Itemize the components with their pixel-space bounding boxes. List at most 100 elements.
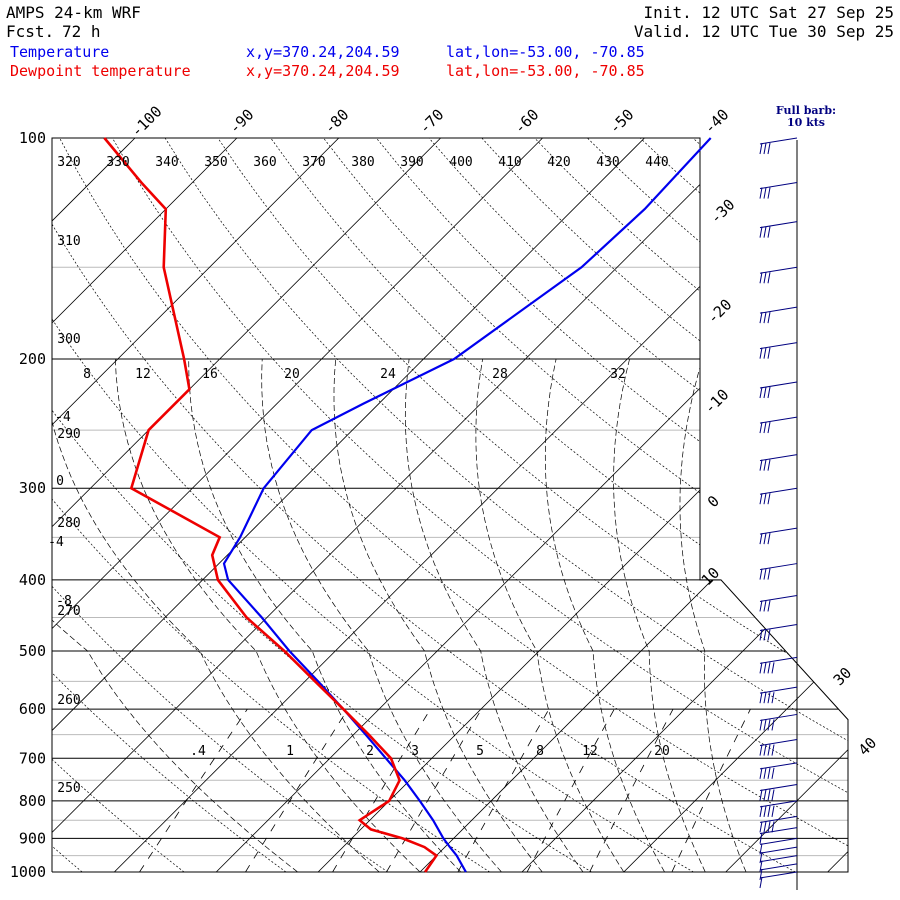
thetae-label: 16 bbox=[202, 367, 218, 382]
mixing-ratio-label: 12 bbox=[582, 744, 598, 759]
pressure-tick-label: 900 bbox=[19, 829, 46, 847]
dewpoint-legend-label: Dewpoint temperature bbox=[10, 62, 191, 80]
header: AMPS 24-km WRF Fcst. 72 h Init. 12 UTC S… bbox=[6, 3, 894, 129]
wind-barb bbox=[759, 784, 798, 801]
barb-note-line1: Full barb: bbox=[776, 104, 836, 117]
wind-barb bbox=[759, 266, 798, 284]
pressure-tick-label: 500 bbox=[19, 642, 46, 660]
plot-frame bbox=[51, 137, 849, 873]
thetae-label: 8 bbox=[83, 367, 91, 382]
wind-barb bbox=[759, 837, 798, 855]
mixing-ratio-label: 20 bbox=[654, 744, 670, 759]
dewpoint-xy: x,y=370.24,204.59 bbox=[246, 62, 400, 80]
mixing-ratio-label: 5 bbox=[476, 744, 484, 759]
wind-barb bbox=[759, 182, 798, 199]
dry-adiabat-line bbox=[798, 138, 848, 872]
isotherm-line bbox=[52, 138, 543, 872]
mixing-ratio-line bbox=[245, 708, 349, 872]
temperature-latlon: lat,lon=-53.00, -70.85 bbox=[446, 43, 645, 61]
theta-side-label: 290 bbox=[57, 427, 80, 442]
isotherm-top-label: -100 bbox=[127, 102, 165, 140]
plot-area bbox=[51, 137, 849, 890]
wind-barb bbox=[759, 739, 798, 756]
dewpoint-line bbox=[103, 137, 439, 873]
mixing-ratio-label: .4 bbox=[190, 744, 206, 759]
theta-top-label: 350 bbox=[204, 155, 227, 170]
wind-barb bbox=[759, 381, 798, 399]
pressure-tick-label: 800 bbox=[19, 792, 46, 810]
wind-barb bbox=[759, 221, 798, 238]
mixing-ratio-line bbox=[332, 708, 431, 872]
moist-adiabat-line bbox=[261, 358, 502, 872]
moist-adiabat-left-label: -4 bbox=[55, 410, 71, 425]
mixing-ratio-label: 2 bbox=[366, 744, 374, 759]
theta-top-label: 430 bbox=[596, 155, 619, 170]
dry-adiabat-line bbox=[52, 138, 796, 872]
dry-adiabat-line bbox=[112, 138, 848, 872]
init-time: Init. 12 UTC Sat 27 Sep 25 bbox=[644, 3, 894, 22]
isotherm-top-label: -40 bbox=[701, 106, 733, 138]
wind-barb bbox=[759, 594, 798, 612]
dry-adiabat-line bbox=[692, 138, 848, 872]
wind-barb bbox=[759, 762, 798, 779]
moist-adiabat-left-label: -4 bbox=[48, 535, 64, 550]
wind-barb bbox=[759, 306, 798, 324]
mixing-ratio-line bbox=[457, 709, 550, 872]
wind-barb bbox=[759, 342, 798, 359]
dry-adiabat-line bbox=[52, 138, 287, 872]
mixing-ratio-label: 3 bbox=[411, 744, 419, 759]
pressure-tick-label: 700 bbox=[19, 749, 46, 767]
temperature-legend-label: Temperature bbox=[10, 43, 109, 61]
pressure-tick-label: 600 bbox=[19, 700, 46, 718]
isotherm-line bbox=[52, 138, 340, 872]
fcst-value: 72 h bbox=[62, 22, 101, 41]
dry-adiabat-line bbox=[52, 138, 490, 872]
theta-top-label: 340 bbox=[155, 155, 178, 170]
isotherm-side-label: 10 bbox=[698, 564, 724, 590]
wind-barb bbox=[759, 800, 798, 817]
isotherm-side-label: -10 bbox=[701, 386, 733, 418]
isotherm-top-label: -60 bbox=[511, 106, 543, 138]
theta-side-label: 280 bbox=[57, 516, 80, 531]
dry-adiabat-line bbox=[59, 138, 848, 872]
isotherm-side-label: 40 bbox=[855, 734, 881, 760]
isotherm-top-label: -50 bbox=[606, 106, 638, 138]
barb-note-line2: 10 kts bbox=[787, 116, 825, 129]
theta-top-label: 400 bbox=[449, 155, 472, 170]
wind-barb bbox=[759, 827, 798, 844]
isotherm-line bbox=[114, 138, 848, 872]
mixing-ratio-line bbox=[526, 709, 615, 872]
dry-adiabat-line bbox=[270, 138, 848, 872]
thetae-label: 24 bbox=[380, 367, 396, 382]
pressure-tick-label: 300 bbox=[19, 479, 46, 497]
moist-adiabat-left-label: -8 bbox=[56, 594, 72, 609]
pressure-tick-label: 200 bbox=[19, 350, 46, 368]
dry-adiabat-line bbox=[481, 138, 848, 872]
dewpoint-latlon: lat,lon=-53.00, -70.85 bbox=[446, 62, 645, 80]
wind-barb bbox=[759, 487, 798, 505]
moist-adiabat-line bbox=[613, 358, 706, 872]
isotherm-line bbox=[827, 138, 848, 872]
theta-top-label: 440 bbox=[645, 155, 668, 170]
mixing-ratio-label: 8 bbox=[536, 744, 544, 759]
thetae-label: 12 bbox=[135, 367, 151, 382]
isotherm-side-label: -20 bbox=[704, 296, 736, 328]
thetae-label: 32 bbox=[610, 367, 626, 382]
thetae-label: 20 bbox=[284, 367, 300, 382]
wind-barb bbox=[759, 623, 798, 641]
isotherm-line bbox=[317, 138, 848, 872]
moist-adiabat-line bbox=[52, 358, 380, 872]
pressure-tick-label: 1000 bbox=[10, 863, 46, 881]
theta-top-label: 330 bbox=[106, 155, 129, 170]
isotherm-line bbox=[725, 138, 848, 872]
wind-barb bbox=[759, 815, 798, 833]
isotherm-top-label: -80 bbox=[321, 106, 353, 138]
dry-adiabat-line bbox=[164, 138, 848, 872]
moist-adiabat-line bbox=[679, 358, 747, 872]
wind-barb bbox=[759, 527, 798, 545]
grid-lines bbox=[52, 138, 848, 872]
isotherm-side-label: 0 bbox=[704, 492, 723, 511]
mixing-ratio-line bbox=[386, 708, 482, 872]
theta-side-label: 250 bbox=[57, 781, 80, 796]
